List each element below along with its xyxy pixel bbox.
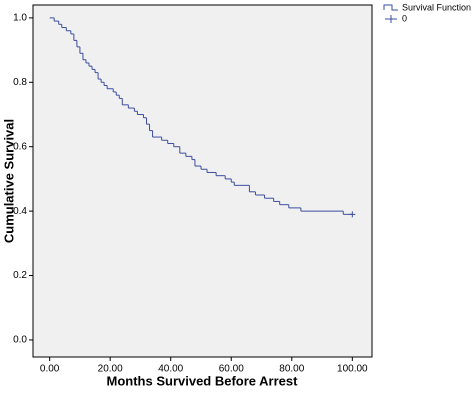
x-tick-label: 20.00 [98, 364, 123, 375]
x-tick-label: 100.00 [337, 364, 368, 375]
x-axis-title: Months Survived Before Arrest [107, 373, 299, 388]
x-tick-label: 40.00 [158, 364, 183, 375]
legend-text: Survival Function [402, 2, 471, 12]
censor-mark [349, 211, 356, 218]
legend-text: 0 [402, 13, 407, 23]
y-tick-label: 0.8 [13, 77, 27, 88]
plot-area [32, 4, 373, 358]
y-tick-label: 0.2 [13, 270, 27, 281]
y-tick-label: 0.4 [13, 206, 27, 217]
x-tick-label: 60.00 [219, 364, 244, 375]
x-tick-label: 0.00 [40, 364, 60, 375]
y-axis-title: Cumulative Survival [1, 119, 16, 243]
y-tick-label: 1.0 [13, 13, 27, 24]
legend-censor [385, 15, 397, 23]
y-tick-label: 0.6 [13, 141, 27, 152]
x-tick-label: 80.00 [279, 364, 304, 375]
y-tick-label: 0.0 [13, 335, 27, 346]
legend-line [383, 4, 398, 11]
